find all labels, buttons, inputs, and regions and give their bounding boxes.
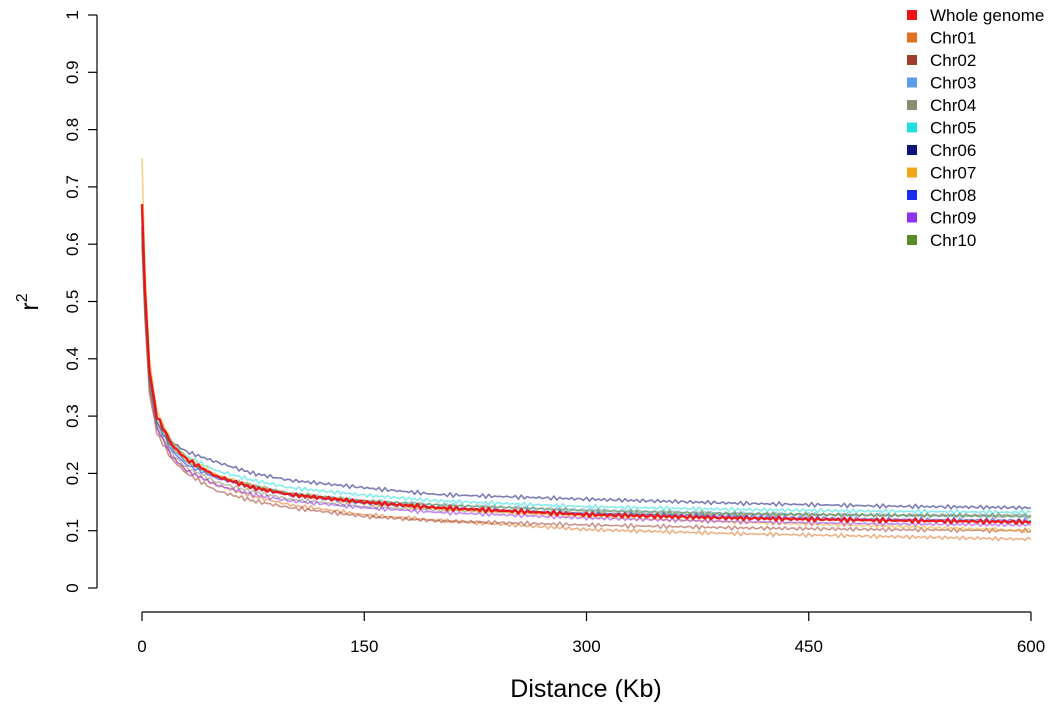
y-tick-label-8: 0.8 — [63, 118, 82, 142]
y-tick-label-2: 0.2 — [63, 462, 82, 486]
legend-label-7: Chr07 — [930, 164, 976, 183]
legend-label-8: Chr08 — [930, 186, 976, 205]
x-tick-label-2: 300 — [572, 637, 600, 656]
legend-label-4: Chr04 — [930, 96, 976, 115]
legend-swatch-5 — [907, 122, 917, 133]
x-axis-title: Distance (Kb) — [510, 675, 661, 703]
legend-label-3: Chr03 — [930, 74, 976, 93]
legend-label-0: Whole genome — [930, 6, 1044, 25]
y-tick-label-10: 1 — [63, 10, 82, 19]
legend-swatch-7 — [907, 167, 917, 178]
y-tick-label-5: 0.5 — [63, 290, 82, 314]
series-line-chr01 — [141, 232, 1032, 542]
legend-swatch-10 — [907, 235, 917, 245]
series-line-chr08 — [141, 215, 1032, 524]
plot-area — [140, 158, 1032, 542]
y-axis: 0 0.1 0.2 0.3 0.4 0.5 0.6 0.7 0.8 0.9 1 — [63, 10, 98, 593]
legend-swatch-0 — [907, 10, 917, 20]
y-axis-title-superscript: 2 — [14, 293, 31, 302]
series-line-whole-genome — [140, 204, 1032, 526]
legend-swatch-8 — [907, 190, 917, 200]
x-tick-label-1: 150 — [350, 637, 378, 656]
legend-swatch-9 — [907, 212, 917, 223]
x-tick-label-3: 450 — [795, 637, 823, 656]
x-tick-label-4: 600 — [1017, 637, 1045, 656]
series-line-chr07 — [141, 158, 1032, 533]
legend-label-9: Chr09 — [930, 209, 976, 228]
series-line-chr05 — [141, 226, 1032, 516]
x-tick-label-0: 0 — [137, 637, 146, 656]
y-tick-label-1: 0.1 — [63, 519, 82, 543]
legend-swatch-6 — [907, 145, 917, 155]
legend-label-1: Chr01 — [930, 29, 976, 48]
y-tick-label-6: 0.6 — [63, 232, 82, 256]
legend-label-10: Chr10 — [930, 231, 976, 250]
legend: Whole genome Chr01 Chr02 Chr03 Chr04 Chr05 Chr… — [907, 6, 1044, 250]
legend-swatch-3 — [907, 77, 917, 88]
series-line-chr09 — [141, 226, 1032, 528]
svg-text:r2: r2 — [14, 293, 44, 310]
y-tick-label-7: 0.7 — [63, 175, 82, 199]
legend-label-6: Chr06 — [930, 141, 976, 160]
y-axis-title-group: r2 — [14, 293, 44, 310]
series-line-chr03 — [141, 221, 1032, 519]
legend-label-2: Chr02 — [930, 51, 976, 70]
y-tick-label-9: 0.9 — [63, 60, 82, 84]
x-axis: 0 150 300 450 600 — [137, 611, 1045, 656]
y-tick-label-4: 0.4 — [63, 347, 82, 371]
legend-label-5: Chr05 — [930, 119, 976, 138]
series-line-chr04 — [141, 238, 1032, 518]
legend-swatch-4 — [907, 100, 917, 110]
series-line-chr02 — [141, 244, 1032, 534]
legend-swatch-1 — [907, 32, 917, 43]
y-tick-label-3: 0.3 — [63, 404, 82, 428]
y-tick-label-0: 0 — [63, 583, 82, 592]
legend-swatch-2 — [907, 55, 917, 65]
series-line-chr10 — [141, 232, 1032, 520]
y-axis-title: r — [16, 302, 44, 310]
series-line-chr06 — [141, 209, 1032, 511]
